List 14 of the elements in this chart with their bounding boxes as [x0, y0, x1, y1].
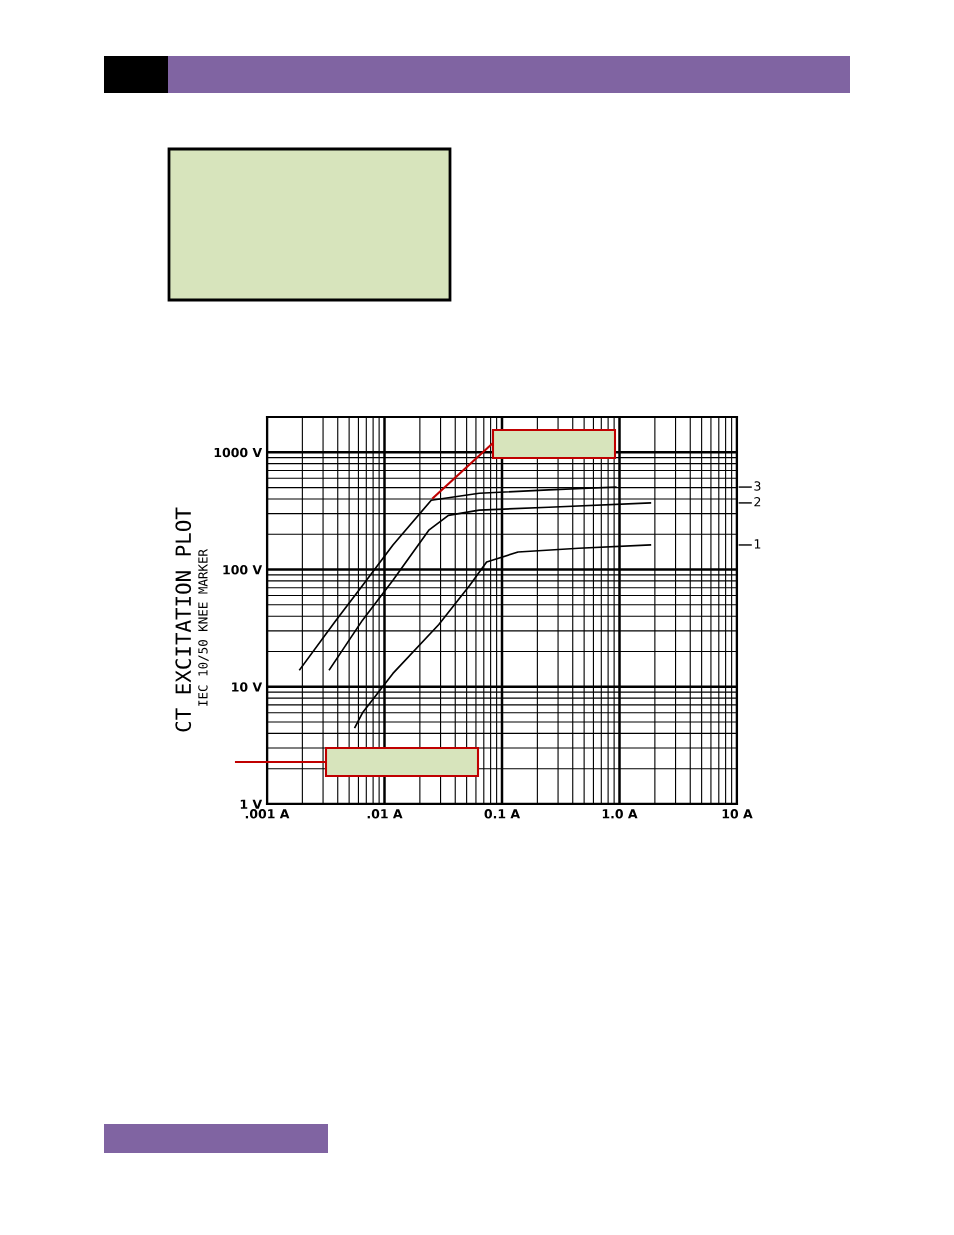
x-tick-label: 1.0 A [602, 809, 638, 819]
legend-label: 2 [754, 497, 761, 507]
x-tick-label: 10 A [722, 809, 753, 819]
y-tick-label: 100 V [223, 565, 263, 575]
legend-label: 3 [754, 481, 761, 491]
x-tick-label: 0.1 A [484, 809, 521, 819]
x-tick-label: .001 A [245, 809, 290, 819]
text: CT EXCITATION PLOT [175, 507, 192, 732]
legend-label: 1 [754, 539, 761, 549]
y-tick-label: 1 V [240, 799, 263, 809]
y-tick-label: 1000 V [214, 447, 263, 458]
text: IEC 10/50 KNEE MARKER [198, 548, 209, 706]
y-tick-label: 10 V [232, 682, 263, 692]
x-tick-label: .01 A [367, 809, 403, 819]
